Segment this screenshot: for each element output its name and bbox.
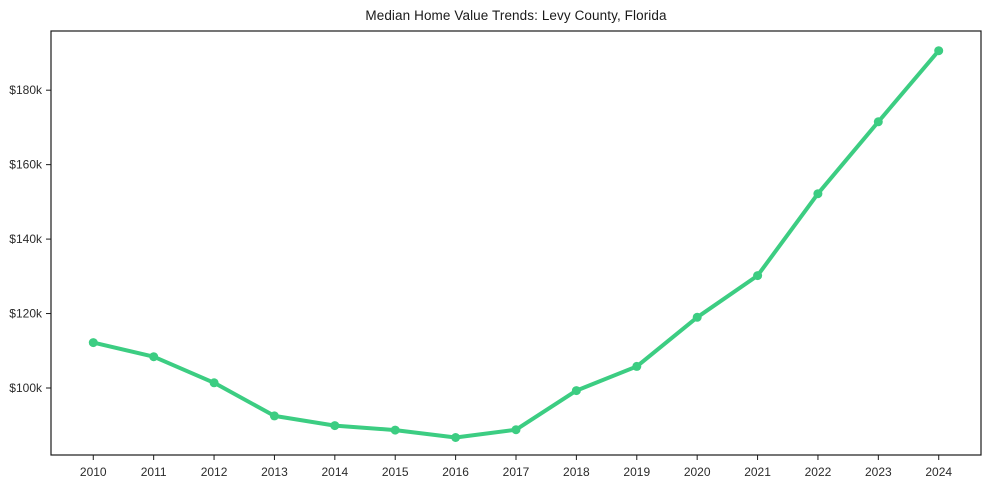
data-point	[511, 425, 521, 435]
x-axis-tick-label: 2013	[261, 465, 288, 479]
data-point	[390, 425, 400, 435]
data-point	[934, 46, 944, 56]
x-axis-tick-label: 2015	[382, 465, 409, 479]
y-axis-tick-label: $140k	[9, 232, 43, 246]
data-point	[692, 312, 702, 322]
x-axis-tick-label: 2014	[321, 465, 348, 479]
data-line	[91, 48, 941, 440]
x-axis-tick-label: 2012	[201, 465, 228, 479]
x-axis-tick-label: 2023	[865, 465, 892, 479]
data-point	[571, 386, 581, 396]
x-axis-tick-label: 2011	[141, 465, 167, 479]
x-axis-tick-label: 2024	[925, 465, 952, 479]
data-point	[873, 117, 883, 127]
x-axis-tick-label: 2021	[744, 465, 771, 479]
data-point	[632, 361, 642, 371]
plot-border	[50, 30, 982, 456]
y-axis-tick-label: $160k	[9, 158, 43, 172]
x-axis-tick-label: 2018	[563, 465, 590, 479]
data-point	[451, 433, 461, 442]
y-axis-tick-label: $100k	[9, 381, 43, 395]
chart-title: Median Home Value Trends: Levy County, F…	[365, 8, 667, 23]
x-axis-tick-label: 2017	[503, 465, 530, 479]
data-point	[330, 421, 340, 431]
data-point	[813, 189, 823, 199]
y-axis-tick-label: $120k	[9, 307, 43, 321]
data-point	[753, 271, 763, 281]
x-axis-tick-label: 2016	[442, 465, 469, 479]
x-axis-tick-label: 2022	[805, 465, 832, 479]
data-point	[269, 411, 279, 421]
x-axis-tick-label: 2010	[80, 465, 107, 479]
x-axis-tick-label: 2019	[623, 465, 650, 479]
data-point	[88, 338, 98, 348]
data-point	[209, 378, 219, 388]
x-axis-tick-label: 2020	[684, 465, 711, 479]
data-point	[149, 352, 159, 362]
y-axis-tick-label: $180k	[9, 83, 43, 97]
